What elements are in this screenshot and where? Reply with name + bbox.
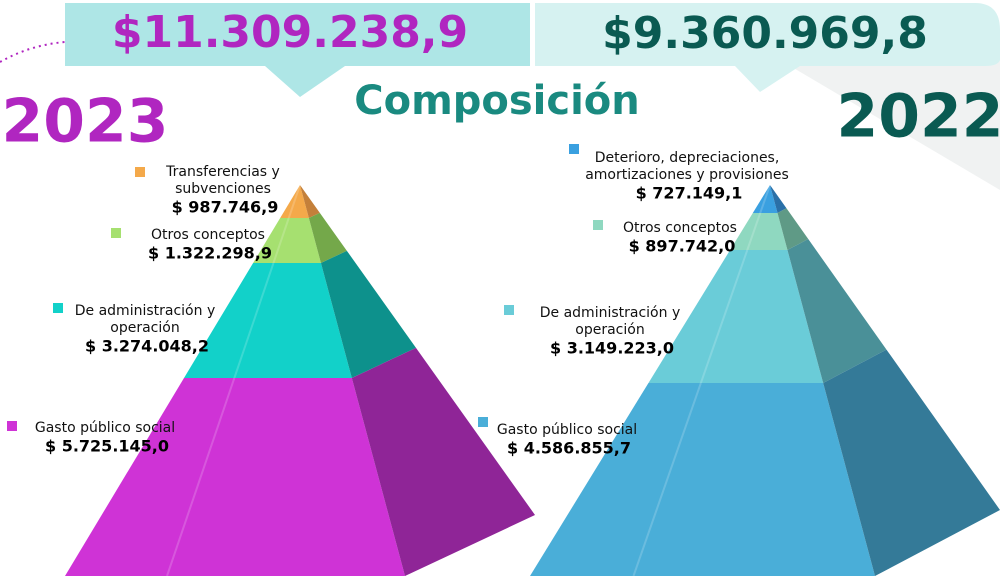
item-label: De administración y xyxy=(540,305,680,321)
pyramid-facet xyxy=(272,217,290,264)
pyramid-layer-side xyxy=(300,185,320,218)
item-label: Gasto público social xyxy=(35,420,175,436)
pyramid-layer-side xyxy=(770,185,787,213)
pyramid-layer-side xyxy=(351,347,535,576)
total-2022: $9.360.969,8 xyxy=(602,8,928,59)
decoration xyxy=(0,41,66,63)
pyramid-facet xyxy=(759,184,771,214)
pyramid-layer-front xyxy=(65,378,405,576)
item-label: Transferencias y xyxy=(165,164,280,180)
legend-swatch xyxy=(111,228,121,238)
pyramid-layer-front xyxy=(280,185,309,218)
item-amount: $ 5.725.145,0 xyxy=(45,437,169,456)
pyramid-facet xyxy=(233,262,275,379)
title: Composición xyxy=(354,78,640,124)
legend-swatch xyxy=(569,144,579,154)
banner-2023 xyxy=(65,3,530,97)
pyramid-facet xyxy=(166,377,236,576)
item-label: amortizaciones y provisiones xyxy=(585,167,789,183)
item-amount: $ 3.149.223,0 xyxy=(550,339,674,358)
pyramid-layer-front xyxy=(648,250,824,383)
item-label: subvenciones xyxy=(175,181,271,197)
legend-swatch xyxy=(7,421,17,431)
pyramids xyxy=(65,184,1000,576)
pyramid-layer-side xyxy=(308,212,347,263)
legend-swatch xyxy=(593,220,603,230)
item-label: Otros conceptos xyxy=(151,227,265,243)
legend-swatch xyxy=(135,167,145,177)
pyramid-facet xyxy=(746,212,762,251)
legend-swatch xyxy=(504,305,514,315)
legend-swatch xyxy=(53,303,63,313)
item-label: Gasto público social xyxy=(497,422,637,438)
pyramid-layer-side xyxy=(320,250,416,378)
item-label: Deterioro, depreciaciones, xyxy=(595,150,780,166)
pyramid-layer-side xyxy=(823,349,1000,576)
item-label: operación xyxy=(575,322,644,338)
year-2022: 2022 xyxy=(837,82,1000,152)
item-amount: $ 727.149,1 xyxy=(636,184,743,203)
pyramid-layer-front xyxy=(253,218,321,263)
pyramid-layer-front xyxy=(530,383,875,576)
pyramid-facet xyxy=(287,184,301,219)
pyramid-facet xyxy=(632,382,702,576)
item-amount: $ 4.586.855,7 xyxy=(507,439,631,458)
item-label: Otros conceptos xyxy=(623,220,737,236)
item-amount: $ 987.746,9 xyxy=(172,198,279,217)
legend-swatch xyxy=(478,417,488,427)
pyramid-layer-front xyxy=(184,263,352,378)
pyramid-layer-side xyxy=(787,239,887,383)
pyramid-layer-front xyxy=(730,213,788,250)
total-2023: $11.309.238,9 xyxy=(112,7,468,58)
pyramid-facet xyxy=(699,249,749,384)
item-label: De administración y xyxy=(75,303,215,319)
pyramid-layer-side xyxy=(777,208,809,250)
backdrop xyxy=(780,60,1000,190)
year-2023: 2023 xyxy=(2,87,169,157)
item-amount: $ 1.322.298,9 xyxy=(148,244,272,263)
item-label: operación xyxy=(110,320,179,336)
item-amount: $ 3.274.048,2 xyxy=(85,337,209,356)
item-amount: $ 897.742,0 xyxy=(629,237,736,256)
banner-2022 xyxy=(535,3,1000,92)
pyramid-layer-front xyxy=(752,185,778,213)
